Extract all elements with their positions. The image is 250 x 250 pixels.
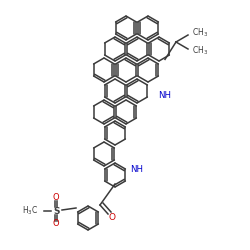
Text: O: O	[108, 214, 116, 222]
Text: NH: NH	[158, 92, 171, 100]
Text: NH: NH	[130, 166, 143, 174]
Text: CH$_3$: CH$_3$	[192, 27, 208, 39]
Text: CH$_3$: CH$_3$	[192, 45, 208, 57]
Text: H$_3$C: H$_3$C	[22, 205, 38, 217]
Text: O: O	[53, 194, 59, 202]
Text: O: O	[53, 220, 59, 228]
Text: S: S	[54, 206, 60, 216]
